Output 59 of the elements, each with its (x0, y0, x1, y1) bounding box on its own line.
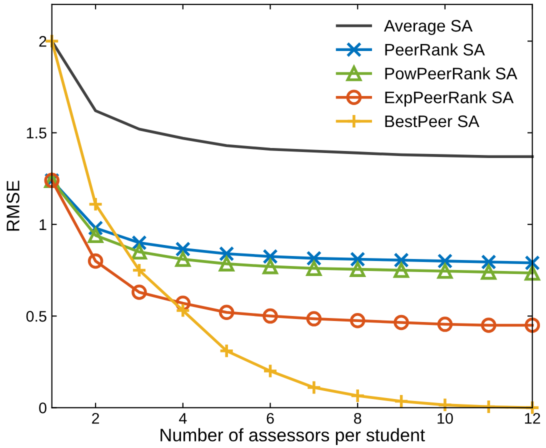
point (175, 242, 191, 257)
point (132, 235, 147, 250)
point (350, 252, 366, 267)
x-tick-label: 2 (92, 412, 100, 424)
point (481, 399, 496, 414)
y-axis-title: RMSE (6, 180, 20, 231)
point (132, 262, 147, 278)
point (218, 343, 234, 359)
y-tick-label: 2 (39, 36, 46, 47)
point (350, 262, 366, 277)
point (218, 304, 234, 320)
point (262, 308, 278, 324)
legend-label: PeerRank SA (385, 43, 485, 56)
point (88, 253, 104, 269)
x-tick-label: 10 (438, 412, 453, 424)
point (394, 314, 409, 330)
point (132, 244, 147, 260)
point (306, 311, 322, 326)
legend-label: Average SA (384, 20, 473, 36)
x-tick-label: 8 (354, 412, 362, 424)
point (218, 256, 234, 272)
point (481, 264, 496, 280)
point (437, 316, 453, 332)
point (481, 318, 496, 333)
point (88, 228, 104, 244)
point (306, 260, 322, 276)
point (88, 196, 104, 212)
point (350, 388, 366, 404)
point (481, 254, 496, 270)
x-axis-title: Number of assessors per student (160, 428, 425, 446)
legend-label: BestPeer SA (385, 115, 480, 128)
x-tick-label: 4 (179, 413, 187, 424)
legend-label: PowPeerRank SA (385, 67, 518, 80)
point (437, 264, 453, 279)
y-tick-label: 1.5 (26, 128, 46, 138)
point (175, 252, 191, 267)
point (350, 312, 366, 328)
point (306, 380, 322, 396)
point (306, 250, 322, 266)
y-tick-label: 0.5 (26, 310, 46, 322)
point (262, 258, 278, 274)
y-tick-label: 0 (39, 402, 46, 414)
point (394, 262, 409, 278)
point (218, 246, 234, 262)
point (524, 265, 540, 281)
point (524, 255, 540, 271)
point (262, 363, 278, 379)
y-tick-label: 1 (40, 219, 46, 230)
point (437, 253, 453, 269)
x-tick-label: 6 (266, 412, 274, 424)
point (394, 394, 409, 409)
legend-label: ExpPeerRank SA (385, 91, 514, 107)
point (262, 248, 278, 264)
x-tick-label: 12 (525, 412, 540, 424)
point (437, 397, 453, 413)
point (394, 252, 409, 268)
point (175, 302, 191, 318)
point (132, 284, 147, 300)
point (524, 318, 540, 333)
